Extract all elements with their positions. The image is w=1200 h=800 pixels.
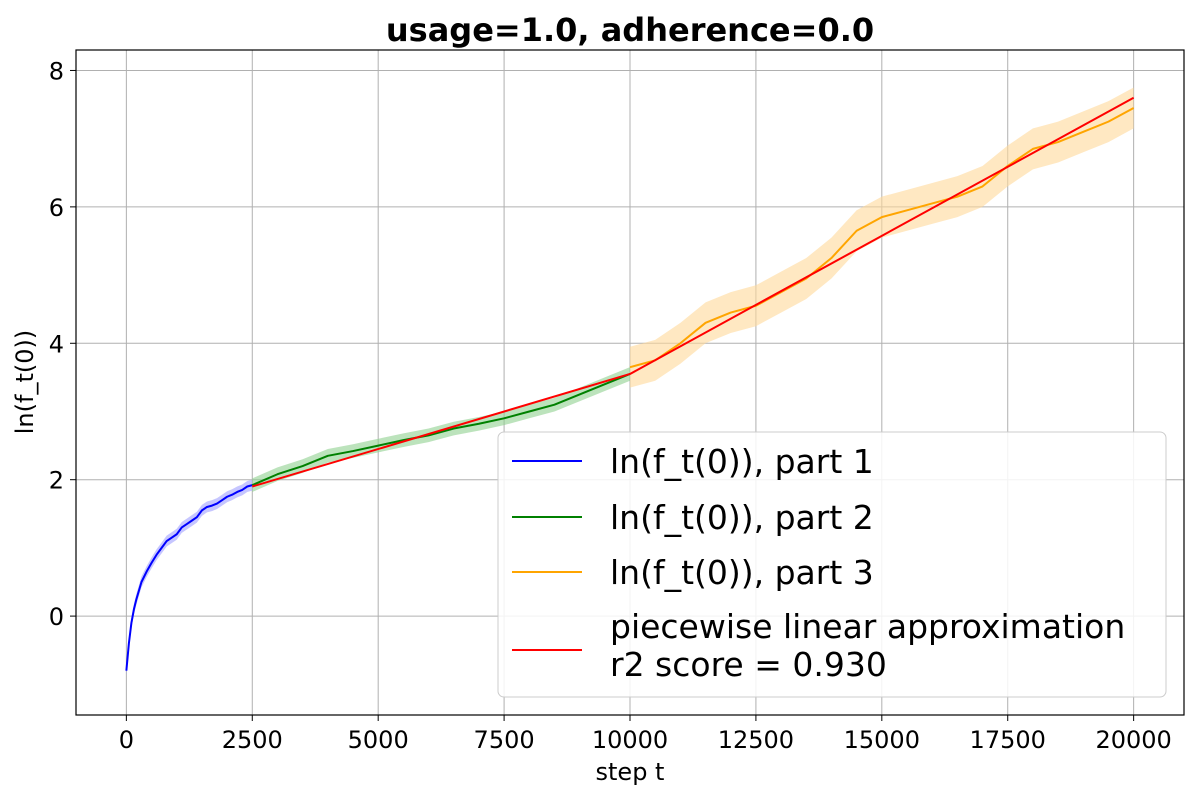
legend-label-r2: r2 score = 0.930: [610, 645, 887, 684]
x-tick-label: 20000: [1095, 726, 1171, 754]
y-tick-label: 8: [49, 57, 64, 85]
x-tick-label: 15000: [844, 726, 920, 754]
legend-label-part3: ln(f_t(0)), part 3: [610, 553, 874, 592]
series-lines: [125, 96, 1135, 671]
x-axis-label: step t: [596, 758, 665, 786]
x-tick-label: 7500: [474, 726, 535, 754]
y-tick-label: 4: [49, 330, 64, 358]
y-tick-label: 0: [49, 603, 64, 631]
series-band-2: [630, 87, 1134, 388]
chart-title: usage=1.0, adherence=0.0: [386, 11, 874, 49]
legend-label-approx: piecewise linear approximation: [610, 607, 1125, 646]
y-tick-label: 2: [49, 467, 64, 495]
legend-label-part1: ln(f_t(0)), part 1: [610, 442, 874, 481]
x-tick-label: 12500: [718, 726, 794, 754]
x-tick-label: 10000: [592, 726, 668, 754]
series-band-0: [126, 479, 253, 677]
x-tick-label: 0: [119, 726, 134, 754]
y-axis-label: ln(f_t(0)): [11, 330, 39, 434]
x-tick-label: 2500: [222, 726, 283, 754]
y-tick-label: 6: [49, 194, 64, 222]
ticks: 0 2500 5000 7500 10000 12500 15000 17500 20000 0 2…: [49, 57, 1172, 754]
series-line-3: [251, 96, 1135, 488]
legend-label-part2: ln(f_t(0)), part 2: [610, 498, 874, 537]
legend-box: [497, 431, 1167, 698]
x-tick-label: 5000: [348, 726, 409, 754]
x-tick-label: 17500: [970, 726, 1046, 754]
series-line-1: [251, 373, 631, 487]
series-line-0: [125, 484, 253, 671]
legend: ln(f_t(0)), part 1 ln(f_t(0)), part 2 ln…: [497, 431, 1167, 698]
